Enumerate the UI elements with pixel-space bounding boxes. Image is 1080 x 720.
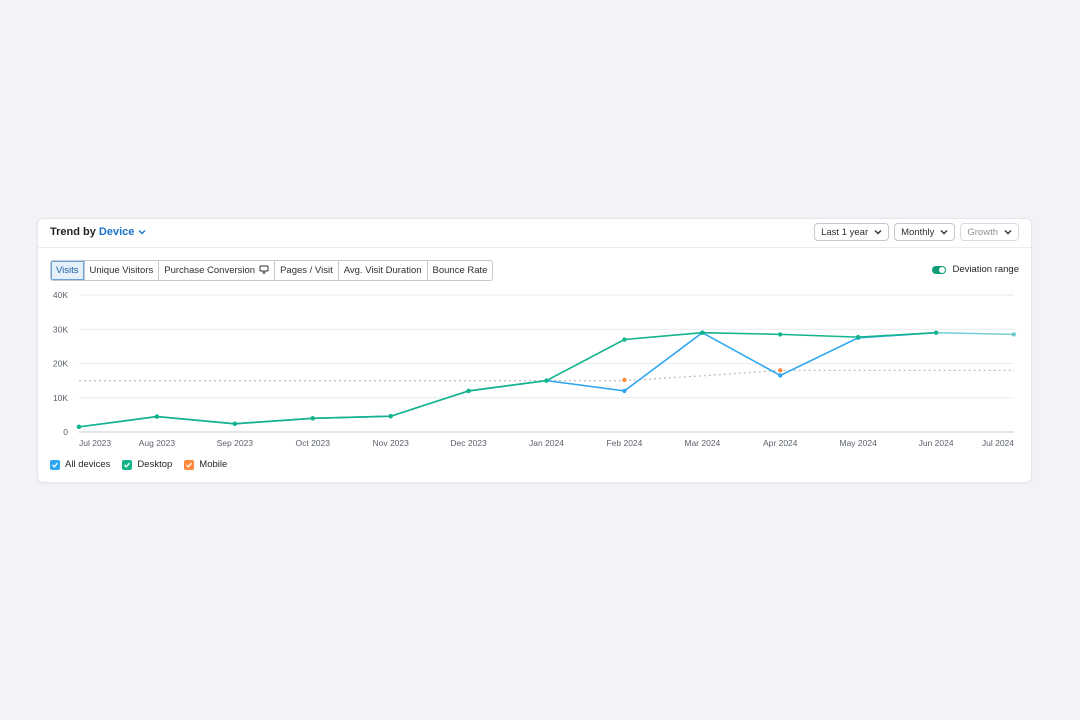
chart-legend: All devices Desktop Mobile	[50, 459, 227, 470]
y-tick-label: 10K	[53, 393, 68, 403]
visits-line-chart: 0 10K 20K 30K 40K Jul 2023 Aug 2023 Sep 2023 Oct…	[53, 290, 1017, 448]
chevron-down-icon	[1004, 227, 1012, 238]
device-dropdown-label: Device	[98, 226, 135, 238]
granularity-select-label: Monthly	[901, 226, 935, 238]
growth-select-label: Growth	[967, 226, 998, 238]
y-tick-label: 30K	[53, 324, 68, 334]
tab-bounce-rate[interactable]: Bounce Rate	[426, 261, 493, 280]
x-tick-label: Sep 2023	[217, 438, 254, 448]
x-tick-label: Jul 2024	[982, 438, 1014, 448]
desktop-point	[76, 424, 82, 430]
all-devices-point	[622, 388, 627, 394]
mobile-point	[622, 377, 627, 383]
all-devices-projection	[936, 331, 1015, 336]
x-tick-label: Jul 2023	[79, 438, 111, 448]
y-tick-label: 0	[63, 427, 68, 437]
title-prefix: Trend by	[50, 226, 96, 238]
granularity-select[interactable]: Monthly	[894, 223, 956, 241]
legend-label: Mobile	[199, 459, 228, 470]
x-tick-label: Nov 2023	[372, 438, 409, 448]
mobile-point	[778, 368, 783, 373]
desktop-point	[933, 330, 939, 335]
tab-label: Unique Visitors	[89, 265, 154, 276]
x-tick-label: Mar 2024	[684, 438, 720, 448]
desktop-point	[388, 414, 393, 419]
desktop-projection	[936, 331, 1015, 336]
monitor-icon	[259, 265, 269, 277]
tab-label: Purchase Conversion	[164, 265, 256, 276]
tab-label: Bounce Rate	[432, 265, 488, 276]
legend-label: Desktop	[137, 459, 173, 470]
desktop-point	[466, 388, 471, 394]
x-tick-label: Oct 2023	[296, 438, 331, 448]
checkbox-icon[interactable]	[184, 459, 195, 470]
desktop-line	[78, 331, 937, 428]
period-select[interactable]: Last 1 year	[814, 223, 890, 241]
checkbox-icon[interactable]	[50, 459, 60, 470]
tab-label: Avg. Visit Duration	[343, 265, 422, 276]
period-select-label: Last 1 year	[821, 226, 869, 238]
checkbox-icon[interactable]	[122, 459, 133, 470]
tab-unique-visitors[interactable]: Unique Visitors	[83, 261, 159, 280]
toggle-switch[interactable]	[932, 265, 947, 274]
chevron-down-icon	[138, 226, 146, 238]
all-devices-point	[1011, 332, 1017, 337]
legend-all-devices[interactable]: All devices	[50, 459, 110, 470]
desktop-point	[232, 421, 238, 426]
tab-pages-per-visit[interactable]: Pages / Visit	[274, 261, 338, 280]
deviation-range-label: Deviation range	[952, 264, 1019, 275]
tab-label: Pages / Visit	[280, 265, 333, 276]
x-tick-label: Apr 2024	[763, 438, 798, 448]
legend-label: All devices	[65, 459, 111, 470]
desktop-point	[544, 378, 549, 383]
trend-by-device-card: Trend by Device Last 1 year Monthly Grow…	[37, 218, 1032, 483]
legend-mobile[interactable]: Mobile	[184, 459, 227, 470]
desktop-point	[700, 330, 705, 335]
x-tick-label: May 2024	[839, 438, 877, 448]
metric-tabs: Visits Unique Visitors Purchase Conversi…	[50, 260, 494, 281]
chevron-down-icon	[940, 227, 948, 238]
x-tick-label: Feb 2024	[606, 438, 642, 448]
tab-purchase-conversion[interactable]: Purchase Conversion	[158, 261, 274, 280]
tab-visits[interactable]: Visits	[51, 261, 84, 280]
period-controls: Last 1 year Monthly Growth	[814, 223, 1019, 241]
deviation-range-toggle[interactable]: Deviation range	[932, 264, 1019, 275]
y-tick-label: 40K	[53, 290, 68, 300]
desktop-point	[778, 332, 783, 337]
chevron-down-icon	[874, 227, 882, 238]
device-dropdown[interactable]: Device	[99, 226, 146, 238]
legend-desktop[interactable]: Desktop	[122, 459, 172, 470]
x-tick-label: Aug 2023	[139, 438, 176, 448]
card-header: Trend by Device Last 1 year Monthly Grow…	[38, 219, 1031, 248]
x-tick-label: Dec 2023	[450, 438, 487, 448]
all-devices-point	[778, 373, 783, 378]
card-title: Trend by Device	[50, 226, 146, 238]
all-devices-line	[78, 331, 937, 428]
desktop-point	[1011, 332, 1017, 337]
y-tick-label: 20K	[53, 359, 68, 369]
x-tick-label: Jun 2024	[919, 438, 954, 448]
growth-select[interactable]: Growth	[960, 223, 1019, 241]
desktop-point	[855, 334, 861, 340]
trend-line	[79, 369, 1014, 382]
desktop-point	[310, 416, 315, 421]
tab-avg-visit-duration[interactable]: Avg. Visit Duration	[337, 261, 427, 280]
tab-label: Visits	[56, 265, 79, 276]
x-tick-label: Jan 2024	[529, 438, 564, 448]
desktop-point	[154, 414, 160, 419]
desktop-point	[622, 337, 627, 342]
